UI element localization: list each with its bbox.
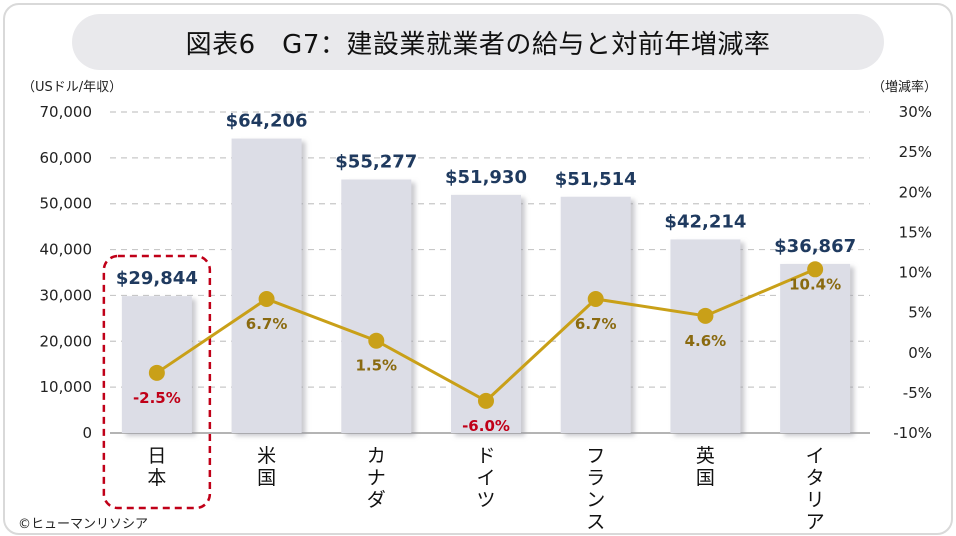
bar [560,196,631,433]
highlight-frame [102,254,212,510]
bar-value-label: $42,214 [664,211,746,232]
category-label: フランス [586,445,605,533]
bar [121,296,192,433]
bar-value-label: $51,930 [445,167,527,188]
bar [231,138,302,433]
growth-rate-point [368,332,385,349]
left-axis-tick-label: 20,000 [40,332,93,350]
right-axis-tick-label: 15% [899,223,932,241]
chart-title: 図表6 G7：建設業就業者の給与と対前年増減率 [72,14,884,70]
left-axis-unit: （USドル/年収） [22,80,123,95]
right-axis-tick-label: -5% [903,384,932,402]
right-axis-unit: （増減率） [872,80,938,95]
growth-rate-label: 10.4% [789,275,841,293]
bar-value-label: $36,867 [774,236,856,257]
right-axis-tick-label: 0% [908,344,932,362]
category-label: 米国 [257,445,276,489]
growth-rate-point [148,364,165,381]
growth-rate-label: 1.5% [355,357,397,375]
left-axis-tick-label: 40,000 [40,241,93,259]
left-axis-tick-label: 30,000 [40,286,93,304]
bar-value-label: $29,844 [116,268,198,289]
left-axis-tick-label: 60,000 [40,149,93,167]
bar [670,239,741,433]
growth-rate-label: 4.6% [685,332,727,350]
right-axis-tick-label: 10% [899,264,932,282]
bar-value-label: $51,514 [555,169,637,190]
growth-rate-point [697,307,714,324]
growth-rate-point [258,290,275,307]
bar [341,179,412,433]
growth-rate-point [587,290,604,307]
right-axis-tick-label: 5% [908,304,932,322]
bar-value-label: $55,277 [335,152,417,173]
category-label: カナダ [367,445,386,511]
right-axis-tick-label: 20% [899,183,932,201]
category-label: 日本 [147,445,166,489]
growth-rate-point [478,392,494,409]
category-label: ドイツ [476,445,495,511]
right-axis-tick-label: -10% [893,424,932,442]
right-axis-tick-label: 30% [899,103,932,121]
growth-rate-label: 6.7% [246,315,288,333]
growth-rate-point [807,261,824,278]
growth-rate-label: -6.0% [462,417,510,435]
copyright-text: ©ヒューマンリソシア [18,517,149,532]
left-axis-tick-label: 10,000 [40,378,93,396]
growth-rate-label: 6.7% [575,315,617,333]
left-axis-tick-label: 50,000 [40,195,93,213]
category-label: イタリア [806,445,825,533]
category-label: 英国 [696,445,715,489]
bar-value-label: $64,206 [226,111,308,132]
left-axis-tick-label: 0 [82,424,92,442]
growth-rate-label: -2.5% [133,389,181,407]
bar [780,263,851,433]
right-axis-tick-label: 25% [899,143,932,161]
left-axis-tick-label: 70,000 [40,103,93,121]
